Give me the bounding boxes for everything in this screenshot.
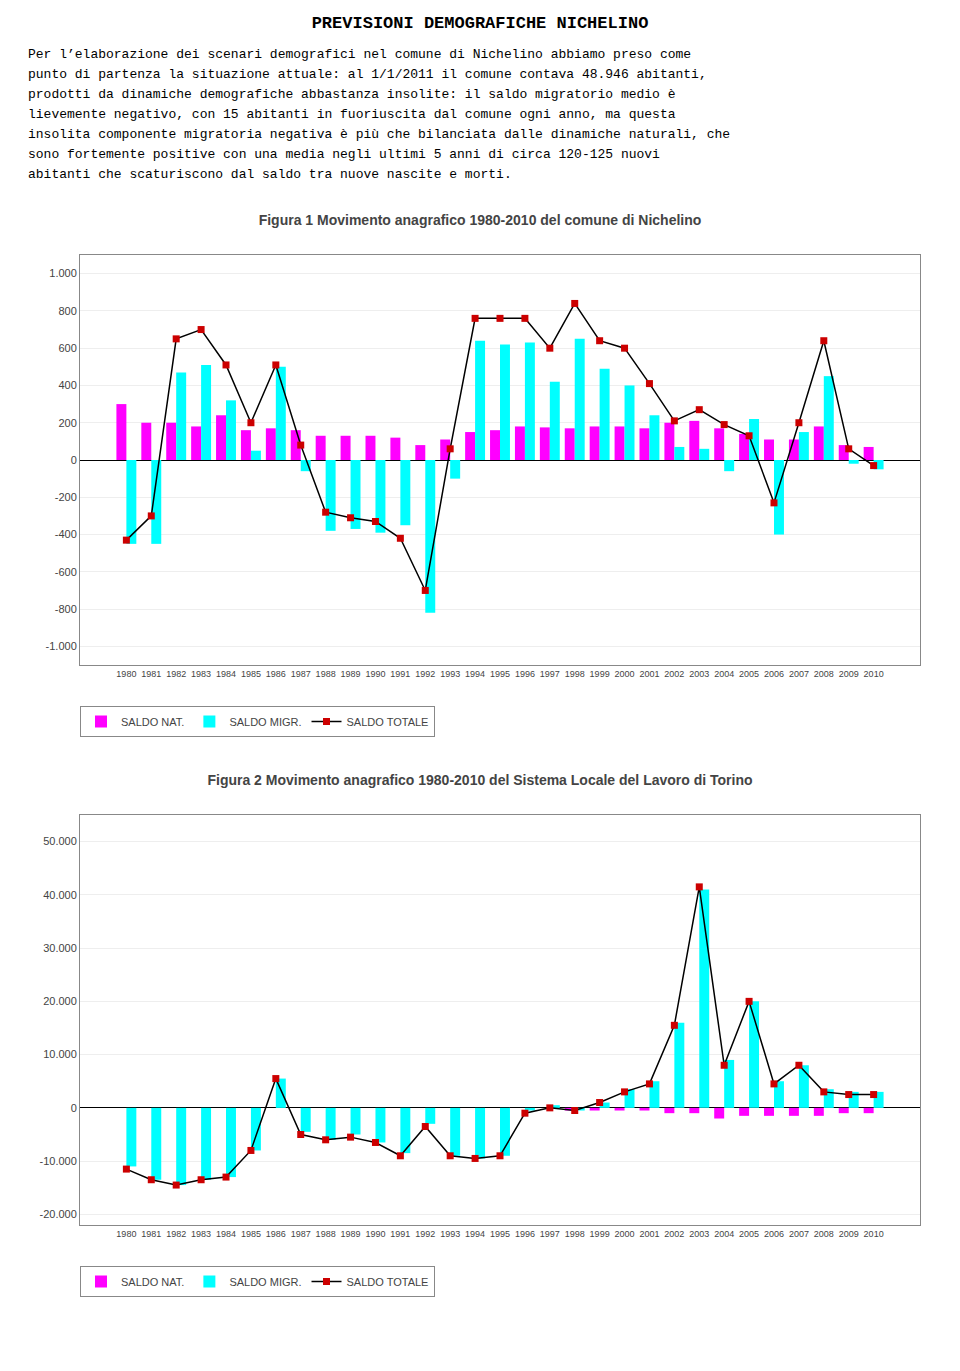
svg-text:1998: 1998 (565, 669, 585, 679)
html-text:sono fortemente positive con u: sono fortemente positive con una media n… (28, 147, 660, 162)
svg-text:Figura 1 Movimento anagrafico: Figura 1 Movimento anagrafico 1980-2010 … (259, 212, 702, 228)
svg-text:1992: 1992 (415, 1229, 435, 1239)
svg-text:SALDO TOTALE: SALDO TOTALE (347, 716, 429, 728)
svg-text:1996: 1996 (515, 669, 535, 679)
svg-text:2006: 2006 (764, 1229, 784, 1239)
svg-text:1986: 1986 (266, 669, 286, 679)
svg-text:1988: 1988 (316, 669, 336, 679)
svg-text:-600: -600 (55, 566, 77, 578)
svg-text:600: 600 (58, 342, 76, 354)
svg-text:2005: 2005 (739, 669, 759, 679)
svg-text:SALDO NAT.: SALDO NAT. (121, 1276, 184, 1288)
svg-text:0: 0 (71, 454, 77, 466)
svg-text:2003: 2003 (689, 669, 709, 679)
svg-text:1983: 1983 (191, 669, 211, 679)
svg-text:-800: -800 (55, 603, 77, 615)
svg-text:2009: 2009 (839, 669, 859, 679)
svg-text:1999: 1999 (590, 669, 610, 679)
svg-text:1980: 1980 (116, 1229, 136, 1239)
svg-text:2001: 2001 (639, 1229, 659, 1239)
svg-text:2006: 2006 (764, 669, 784, 679)
svg-text:1999: 1999 (590, 1229, 610, 1239)
svg-text:1990: 1990 (365, 669, 385, 679)
svg-text:-10.000: -10.000 (39, 1155, 76, 1167)
svg-text:2010: 2010 (864, 669, 884, 679)
svg-text:20.000: 20.000 (43, 995, 77, 1007)
html-text:punto di partenza la situazion: punto di partenza la situazione attuale:… (28, 67, 707, 82)
svg-text:1994: 1994 (465, 669, 485, 679)
svg-text:1985: 1985 (241, 1229, 261, 1239)
svg-text:2002: 2002 (664, 669, 684, 679)
svg-text:2004: 2004 (714, 669, 734, 679)
html-text:insolita componente migratoria: insolita componente migratoria negativa … (28, 127, 731, 142)
svg-text:1980: 1980 (116, 669, 136, 679)
svg-text:1984: 1984 (216, 669, 236, 679)
svg-text:2008: 2008 (814, 669, 834, 679)
html-text:PREVISIONI DEMOGRAFICHE NICHEL: PREVISIONI DEMOGRAFICHE NICHELINO (311, 14, 649, 33)
html-text:lievemente negativo, con 15 ab: lievemente negativo, con 15 abitanti in … (28, 107, 676, 122)
svg-text:1984: 1984 (216, 1229, 236, 1239)
svg-text:1986: 1986 (266, 1229, 286, 1239)
svg-text:2005: 2005 (739, 1229, 759, 1239)
svg-text:30.000: 30.000 (43, 942, 77, 954)
svg-text:SALDO MIGR.: SALDO MIGR. (229, 1276, 301, 1288)
svg-text:SALDO TOTALE: SALDO TOTALE (347, 1276, 429, 1288)
svg-text:2009: 2009 (839, 1229, 859, 1239)
svg-text:1987: 1987 (291, 669, 311, 679)
svg-text:-20.000: -20.000 (39, 1208, 76, 1220)
svg-text:2008: 2008 (814, 1229, 834, 1239)
svg-text:1983: 1983 (191, 1229, 211, 1239)
svg-text:1989: 1989 (341, 669, 361, 679)
svg-text:-200: -200 (55, 491, 77, 503)
svg-text:1996: 1996 (515, 1229, 535, 1239)
svg-text:1988: 1988 (316, 1229, 336, 1239)
svg-text:1982: 1982 (166, 1229, 186, 1239)
svg-text:-400: -400 (55, 528, 77, 540)
svg-text:2000: 2000 (615, 669, 635, 679)
svg-text:2000: 2000 (615, 1229, 635, 1239)
svg-text:1991: 1991 (390, 1229, 410, 1239)
svg-text:2007: 2007 (789, 1229, 809, 1239)
svg-text:40.000: 40.000 (43, 889, 77, 901)
svg-text:1995: 1995 (490, 669, 510, 679)
svg-text:200: 200 (58, 417, 76, 429)
svg-text:10.000: 10.000 (43, 1048, 77, 1060)
svg-text:2003: 2003 (689, 1229, 709, 1239)
svg-text:1981: 1981 (141, 669, 161, 679)
svg-text:1990: 1990 (365, 1229, 385, 1239)
svg-text:2010: 2010 (864, 1229, 884, 1239)
svg-text:1994: 1994 (465, 1229, 485, 1239)
svg-text:1989: 1989 (341, 1229, 361, 1239)
svg-text:1981: 1981 (141, 1229, 161, 1239)
svg-text:1982: 1982 (166, 669, 186, 679)
svg-text:2002: 2002 (664, 1229, 684, 1239)
svg-text:1991: 1991 (390, 669, 410, 679)
svg-text:Figura 2 Movimento anagrafico: Figura 2 Movimento anagrafico 1980-2010 … (207, 772, 752, 788)
svg-text:1995: 1995 (490, 1229, 510, 1239)
svg-text:1997: 1997 (540, 669, 560, 679)
svg-text:800: 800 (58, 305, 76, 317)
svg-text:1997: 1997 (540, 1229, 560, 1239)
svg-text:1985: 1985 (241, 669, 261, 679)
svg-text:SALDO NAT.: SALDO NAT. (121, 716, 184, 728)
svg-text:SALDO MIGR.: SALDO MIGR. (229, 716, 301, 728)
svg-text:2001: 2001 (639, 669, 659, 679)
svg-text:1993: 1993 (440, 1229, 460, 1239)
svg-text:1.000: 1.000 (49, 267, 77, 279)
html-text:abitanti che scaturiscono dal: abitanti che scaturiscono dal saldo tra … (28, 167, 512, 182)
svg-text:1992: 1992 (415, 669, 435, 679)
svg-text:1987: 1987 (291, 1229, 311, 1239)
svg-text:2007: 2007 (789, 669, 809, 679)
svg-text:400: 400 (58, 379, 76, 391)
svg-text:0: 0 (71, 1102, 77, 1114)
svg-text:50.000: 50.000 (43, 835, 77, 847)
html-text:prodotti da dinamiche demograf: prodotti da dinamiche demografiche abbas… (28, 87, 676, 102)
svg-text:1998: 1998 (565, 1229, 585, 1239)
svg-text:1993: 1993 (440, 669, 460, 679)
svg-text:2004: 2004 (714, 1229, 734, 1239)
html-text:Per l’elaborazione dei scenari: Per l’elaborazione dei scenari demografi… (28, 47, 692, 62)
svg-text:-1.000: -1.000 (46, 640, 77, 652)
